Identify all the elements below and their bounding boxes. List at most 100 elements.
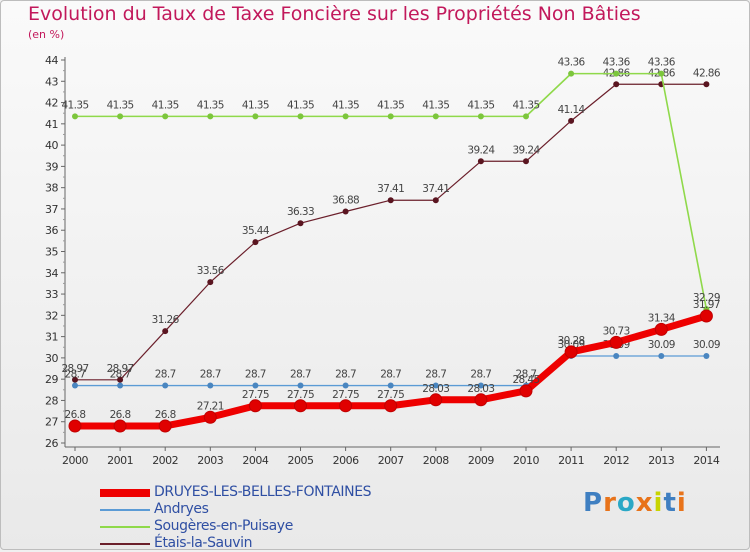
logo-letter: P [583,488,604,518]
data-point [703,81,710,88]
data-point [523,113,529,120]
logo-letter: o [616,488,636,518]
legend-swatch [100,489,150,497]
data-point [207,382,214,389]
data-label: 28.7 [200,369,221,381]
data-label: 28.7 [380,369,401,381]
data-point [654,322,668,336]
data-label: 28.7 [470,369,491,381]
data-point [158,419,172,433]
data-point [387,382,394,389]
data-label: 41.35 [107,99,134,111]
legend-swatch [100,509,150,511]
y-tick-label: 38 [45,182,58,195]
legend-label: Andryes [154,501,209,517]
y-tick-label: 35 [45,246,58,259]
data-point [162,382,169,389]
data-point [117,113,124,120]
y-tick-label: 36 [45,224,58,237]
data-label: 37.41 [422,183,449,195]
data-point [432,197,439,204]
data-point [519,384,533,398]
data-label: 28.03 [467,383,494,395]
logo-letter: t [663,488,677,518]
data-point [203,410,217,424]
data-point [477,113,484,120]
data-point [113,419,127,433]
chart-subtitle: (en %) [28,28,65,41]
data-point [252,113,259,120]
data-point [117,382,124,389]
x-tick-label: 2008 [423,454,449,467]
data-point [699,309,713,323]
data-label: 41.35 [242,99,269,111]
data-label: 27.75 [242,389,269,401]
x-tick-label: 2012 [603,454,629,467]
data-point [384,399,398,413]
data-label: 27.21 [197,400,224,412]
data-label: 27.75 [287,389,314,401]
x-tick-label: 2002 [152,454,178,467]
data-point [252,239,259,246]
data-label: 36.88 [332,194,359,206]
data-point [568,70,575,77]
y-tick-label: 43 [45,75,58,88]
data-label: 28.7 [425,369,446,381]
data-point [207,113,214,120]
data-label: 41.35 [467,99,494,111]
data-label: 27.75 [332,389,359,401]
data-label: 41.35 [512,99,539,111]
series-2: 28.7 28.7 28.7 28.7 28.7 28.7 28.7 28.7 28.7 28.7… [65,339,721,389]
data-label: 36.33 [287,206,314,218]
legend-label: Étais-la-Sauvin [154,535,253,551]
data-label: 28.7 [155,369,176,381]
data-point [207,279,214,286]
y-tick-label: 34 [45,267,58,280]
data-label: 31.97 [693,299,720,311]
data-point [523,158,529,165]
data-point [297,113,304,120]
y-tick-label: 29 [45,373,58,386]
data-label: 42.86 [693,67,721,79]
data-label: 28.7 [245,369,266,381]
data-label: 41.35 [61,99,88,111]
data-label: 39.24 [512,144,540,156]
y-tick-label: 41 [45,118,58,131]
x-tick-label: 2007 [378,454,404,467]
data-point [703,352,710,359]
data-point [252,382,259,389]
logo-letter: x [635,488,654,518]
data-label: 28.7 [110,369,131,381]
data-label: 41.35 [152,99,179,111]
data-label: 37.41 [377,183,404,195]
x-tick-label: 2005 [288,454,314,467]
data-label: 26.8 [110,409,131,421]
data-label: 30.09 [693,339,720,351]
x-tick-label: 2014 [693,454,719,467]
data-point [248,399,262,413]
data-label: 30.28 [558,335,585,347]
data-point [339,399,353,413]
y-tick-label: 31 [45,331,58,344]
data-point [294,399,307,413]
data-label: 31.26 [152,314,180,326]
data-label: 28.7 [65,369,86,381]
data-label: 26.8 [65,409,86,421]
data-label: 43.36 [558,57,586,69]
data-point [342,113,349,120]
data-label: 41.14 [558,104,586,116]
y-tick-label: 39 [45,160,58,173]
data-point [658,70,665,77]
x-tick-label: 2003 [197,454,223,467]
data-point [613,352,620,359]
y-tick-label: 26 [45,437,58,450]
data-point [387,113,394,120]
data-label: 28.97 [107,363,134,375]
x-tick-label: 2011 [558,454,584,467]
data-label: 41.35 [332,99,359,111]
data-point [613,70,620,77]
y-tick-label: 33 [45,288,58,301]
data-label: 28.45 [512,374,539,386]
y-tick-label: 42 [45,97,58,110]
